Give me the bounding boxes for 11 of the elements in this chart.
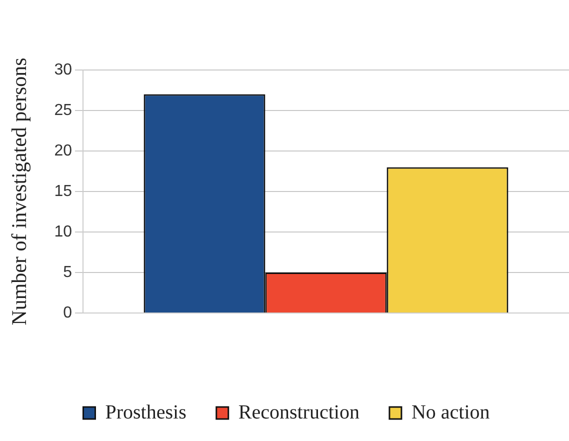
y-tick-label: 25	[54, 102, 72, 119]
legend-label: Reconstruction	[238, 401, 360, 424]
y-tick-label: 30	[54, 61, 72, 78]
y-tick-label: 5	[63, 264, 72, 281]
legend-label: No action	[411, 401, 490, 424]
y-tick-label: 10	[54, 223, 72, 240]
y-tick-label: 20	[54, 142, 72, 160]
y-tick-label: 15	[54, 182, 72, 200]
y-tick-label: 0	[63, 304, 72, 322]
legend-label: Prosthesis	[105, 401, 187, 424]
y-axis-title: Number of investigated persons	[7, 58, 32, 326]
